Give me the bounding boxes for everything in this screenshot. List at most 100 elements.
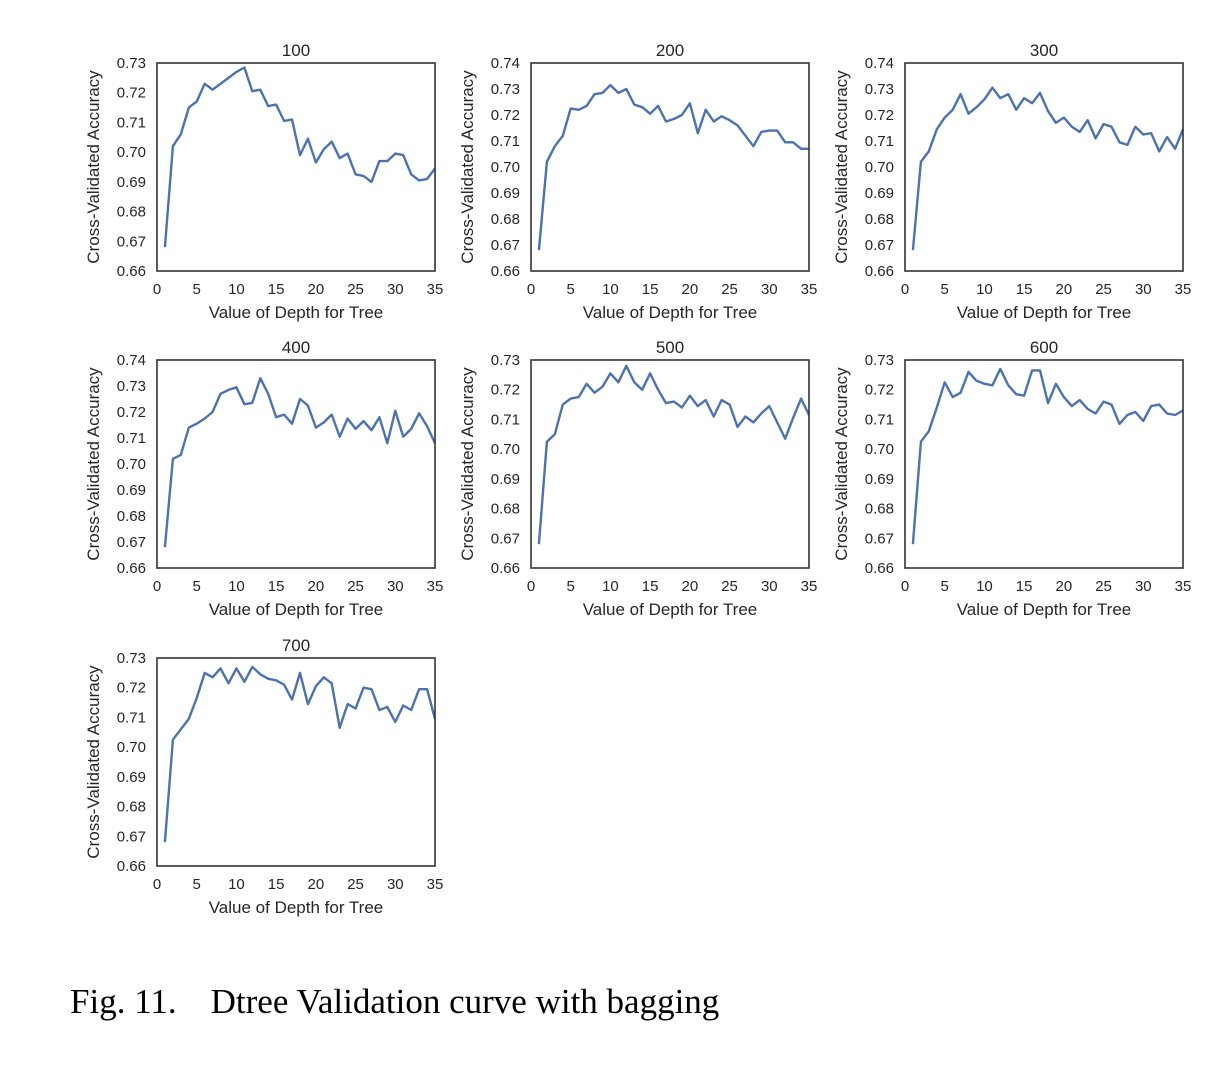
y-tick-label: 0.71	[491, 411, 520, 428]
y-tick-label: 0.67	[491, 530, 520, 547]
y-tick-label: 0.67	[117, 828, 146, 845]
y-tick-label: 0.73	[865, 352, 894, 369]
series-line	[911, 86, 1185, 251]
x-tick-label: 35	[801, 578, 818, 595]
y-tick-label: 0.66	[117, 263, 146, 280]
plot-title: 100	[282, 41, 310, 60]
x-tick-label: 35	[427, 281, 444, 298]
x-tick-label: 0	[901, 281, 909, 298]
y-tick-label: 0.67	[117, 233, 146, 250]
plot-frame	[156, 62, 436, 272]
plot-frame	[904, 62, 1184, 272]
x-axis-label: Value of Depth for Tree	[209, 303, 384, 322]
y-tick-label: 0.73	[491, 81, 520, 98]
plot-title: 600	[1030, 338, 1058, 357]
x-tick-label: 0	[153, 578, 161, 595]
x-tick-label: 5	[941, 281, 949, 298]
x-tick-label: 0	[527, 578, 535, 595]
x-tick-label: 20	[682, 281, 699, 298]
plot-title: 400	[282, 338, 310, 357]
plot-title: 500	[656, 338, 684, 357]
series-line	[911, 367, 1184, 545]
plot-frame	[904, 359, 1184, 569]
x-tick-label: 15	[268, 876, 285, 893]
series-line	[537, 83, 809, 251]
x-tick-label: 35	[427, 578, 444, 595]
y-tick-label: 0.69	[865, 471, 894, 488]
caption-number: Fig. 11.	[70, 982, 177, 1021]
plot-title: 700	[282, 636, 310, 655]
x-tick-label: 5	[193, 876, 201, 893]
y-tick-label: 0.73	[117, 55, 146, 72]
series-line	[163, 66, 436, 248]
y-tick-label: 0.69	[117, 769, 146, 786]
y-tick-label: 0.72	[117, 85, 146, 102]
y-axis-label: Cross-Validated Accuracy	[458, 367, 477, 561]
chart-panel-500: 500 0 5 10 15 20 25 30 35 0.66 0.67 0.68 0.69 0.70 0.7…	[458, 338, 817, 619]
series-line	[537, 364, 811, 545]
y-tick-label: 0.71	[865, 133, 894, 150]
plot-frame	[530, 62, 810, 272]
x-tick-label: 20	[308, 578, 325, 595]
x-tick-label: 25	[347, 876, 364, 893]
y-tick-label: 0.69	[865, 185, 894, 202]
x-tick-label: 30	[1135, 578, 1152, 595]
x-tick-label: 15	[268, 578, 285, 595]
y-axis-label: Cross-Validated Accuracy	[458, 70, 477, 264]
x-tick-label: 5	[567, 578, 575, 595]
plot-title: 200	[656, 41, 684, 60]
x-tick-label: 30	[387, 578, 404, 595]
y-axis-label: Cross-Validated Accuracy	[832, 70, 851, 264]
x-tick-label: 25	[721, 578, 738, 595]
x-axis-label: Value of Depth for Tree	[209, 898, 384, 917]
x-tick-label: 10	[228, 876, 245, 893]
x-tick-label: 15	[1016, 281, 1033, 298]
y-tick-label: 0.69	[117, 174, 146, 191]
x-tick-label: 35	[1175, 578, 1192, 595]
y-tick-label: 0.74	[117, 352, 146, 369]
y-tick-label: 0.69	[491, 185, 520, 202]
y-tick-label: 0.73	[491, 352, 520, 369]
y-tick-label: 0.70	[117, 739, 146, 756]
y-tick-label: 0.71	[491, 133, 520, 150]
x-tick-label: 10	[602, 578, 619, 595]
x-tick-label: 5	[193, 281, 201, 298]
x-tick-label: 15	[1016, 578, 1033, 595]
y-tick-label: 0.69	[491, 471, 520, 488]
y-tick-label: 0.72	[491, 107, 520, 124]
y-tick-label: 0.68	[491, 211, 520, 228]
x-tick-label: 35	[427, 876, 444, 893]
chart-panel-700: 700 0 5 10 15 20 25 30 35 0.66 0.67 0.68 0.69 0.70 0.7…	[84, 636, 443, 917]
y-tick-label: 0.67	[491, 237, 520, 254]
y-tick-label: 0.69	[117, 482, 146, 499]
y-tick-label: 0.73	[117, 650, 146, 667]
y-axis-label: Cross-Validated Accuracy	[84, 367, 103, 561]
y-tick-label: 0.66	[865, 560, 894, 577]
y-tick-label: 0.67	[865, 237, 894, 254]
y-tick-label: 0.74	[491, 55, 520, 72]
x-axis-label: Value of Depth for Tree	[957, 303, 1132, 322]
y-tick-label: 0.72	[117, 404, 146, 421]
x-tick-label: 25	[721, 281, 738, 298]
y-tick-label: 0.68	[117, 204, 146, 221]
y-axis-label: Cross-Validated Accuracy	[84, 665, 103, 859]
y-axis-label: Cross-Validated Accuracy	[84, 70, 103, 264]
x-tick-label: 15	[642, 578, 659, 595]
chart-panel-400: 400 0 5 10 15 20 25 30 35 0.66 0.67 0.68 0.69 0.70 0.7…	[84, 338, 443, 619]
y-tick-label: 0.71	[865, 411, 894, 428]
y-axis-label: Cross-Validated Accuracy	[832, 367, 851, 561]
caption-text: Dtree Validation curve with bagging	[210, 982, 720, 1021]
x-tick-label: 30	[387, 281, 404, 298]
x-tick-label: 25	[347, 281, 364, 298]
x-axis-label: Value of Depth for Tree	[583, 303, 758, 322]
x-tick-label: 35	[801, 281, 818, 298]
y-tick-label: 0.70	[865, 441, 894, 458]
x-tick-label: 10	[228, 578, 245, 595]
y-tick-label: 0.73	[865, 81, 894, 98]
chart-panel-300: 300 0 5 10 15 20 25 30 35 0.66 0.67 0.68 0.69 0.70 0.7…	[832, 41, 1191, 322]
x-tick-label: 30	[761, 578, 778, 595]
figure-caption: Fig. 11. Dtree Validation curve with bagg…	[70, 982, 719, 1022]
x-tick-label: 10	[602, 281, 619, 298]
y-tick-label: 0.72	[117, 680, 146, 697]
